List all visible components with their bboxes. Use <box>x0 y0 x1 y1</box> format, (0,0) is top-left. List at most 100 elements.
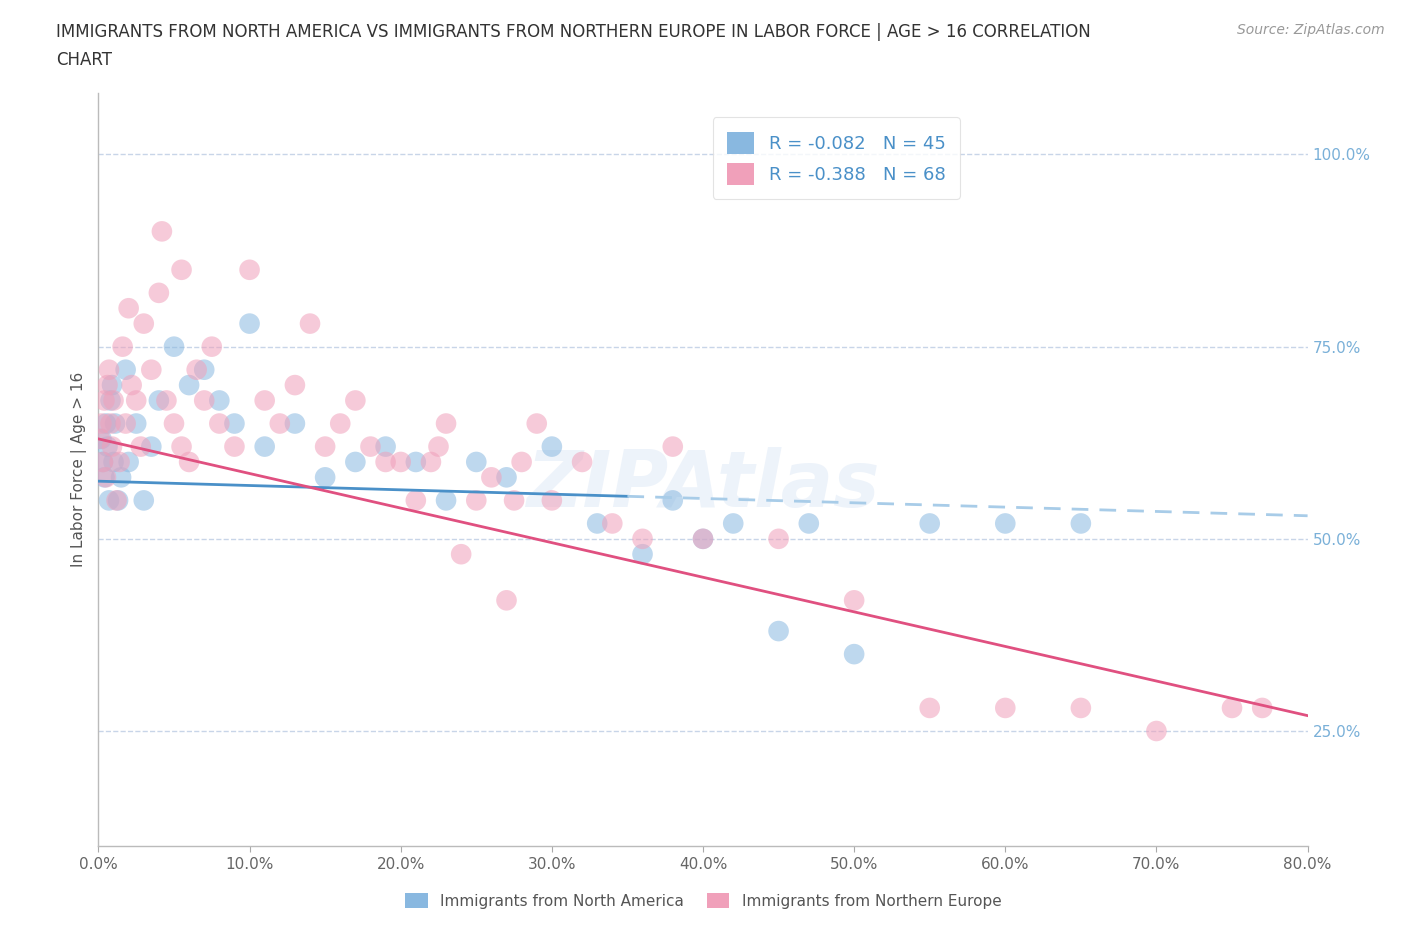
Point <box>314 470 336 485</box>
Point <box>100 393 122 408</box>
Point <box>150 224 173 239</box>
Point <box>571 455 593 470</box>
Point <box>91 455 114 470</box>
Text: Source: ZipAtlas.com: Source: ZipAtlas.com <box>1237 23 1385 37</box>
Point <box>224 439 246 454</box>
Point <box>148 286 170 300</box>
Point <box>434 493 457 508</box>
Point <box>114 416 136 431</box>
Point <box>239 262 262 277</box>
Point <box>98 493 121 508</box>
Point <box>179 455 201 470</box>
Point <box>141 363 163 378</box>
Point <box>93 470 115 485</box>
Text: CHART: CHART <box>56 51 112 69</box>
Point <box>450 547 472 562</box>
Point <box>239 316 262 331</box>
Point <box>170 439 193 454</box>
Text: IMMIGRANTS FROM NORTH AMERICA VS IMMIGRANTS FROM NORTHERN EUROPE IN LABOR FORCE : IMMIGRANTS FROM NORTH AMERICA VS IMMIGRA… <box>56 23 1091 41</box>
Point <box>434 416 457 431</box>
Point <box>661 439 683 454</box>
Point <box>844 593 866 608</box>
Point <box>692 531 714 546</box>
Point <box>918 516 941 531</box>
Point <box>118 300 141 315</box>
Point <box>374 439 396 454</box>
Point <box>94 416 117 431</box>
Point <box>89 432 111 446</box>
Point <box>344 393 367 408</box>
Point <box>96 378 118 392</box>
Point <box>208 416 231 431</box>
Point <box>503 493 526 508</box>
Point <box>844 646 866 661</box>
Point <box>121 378 143 392</box>
Point <box>125 393 148 408</box>
Point <box>179 378 201 392</box>
Point <box>163 416 186 431</box>
Point <box>374 455 396 470</box>
Point <box>253 393 276 408</box>
Point <box>129 439 152 454</box>
Point <box>284 378 307 392</box>
Point <box>96 439 118 454</box>
Point <box>114 363 136 378</box>
Point <box>994 700 1017 715</box>
Point <box>105 493 128 508</box>
Point <box>284 416 307 431</box>
Point <box>132 316 155 331</box>
Point <box>91 455 114 470</box>
Point <box>107 493 129 508</box>
Point <box>269 416 291 431</box>
Point <box>90 432 112 446</box>
Point <box>103 455 125 470</box>
Point <box>299 316 322 331</box>
Point <box>141 439 163 454</box>
Point <box>101 378 124 392</box>
Point <box>918 700 941 715</box>
Point <box>193 393 215 408</box>
Point <box>155 393 177 408</box>
Point <box>481 470 503 485</box>
Point <box>631 531 654 546</box>
Y-axis label: In Labor Force | Age > 16: In Labor Force | Age > 16 <box>72 372 87 567</box>
Point <box>420 455 443 470</box>
Point <box>118 455 141 470</box>
Point <box>201 339 224 354</box>
Point <box>329 416 352 431</box>
Point <box>405 455 427 470</box>
Point <box>692 531 714 546</box>
Point <box>90 416 112 431</box>
Point <box>110 470 132 485</box>
Point <box>495 593 517 608</box>
Point <box>1146 724 1168 738</box>
Point <box>103 393 125 408</box>
Point <box>631 547 654 562</box>
Point <box>224 416 246 431</box>
Point <box>98 363 121 378</box>
Point <box>1070 516 1092 531</box>
Point <box>661 493 683 508</box>
Point <box>360 439 382 454</box>
Point <box>1251 700 1274 715</box>
Point <box>495 470 517 485</box>
Point <box>768 531 790 546</box>
Point <box>344 455 367 470</box>
Point <box>994 516 1017 531</box>
Point <box>94 470 117 485</box>
Point <box>602 516 624 531</box>
Point <box>314 439 336 454</box>
Point <box>586 516 609 531</box>
Point <box>510 455 533 470</box>
Legend: R = -0.082   N = 45, R = -0.388   N = 68: R = -0.082 N = 45, R = -0.388 N = 68 <box>713 117 960 199</box>
Point <box>405 493 427 508</box>
Point <box>104 416 127 431</box>
Legend: Immigrants from North America, Immigrants from Northern Europe: Immigrants from North America, Immigrant… <box>398 886 1008 915</box>
Point <box>193 363 215 378</box>
Point <box>427 439 450 454</box>
Point <box>111 339 134 354</box>
Point <box>132 493 155 508</box>
Point <box>540 493 562 508</box>
Point <box>723 516 745 531</box>
Point <box>465 493 488 508</box>
